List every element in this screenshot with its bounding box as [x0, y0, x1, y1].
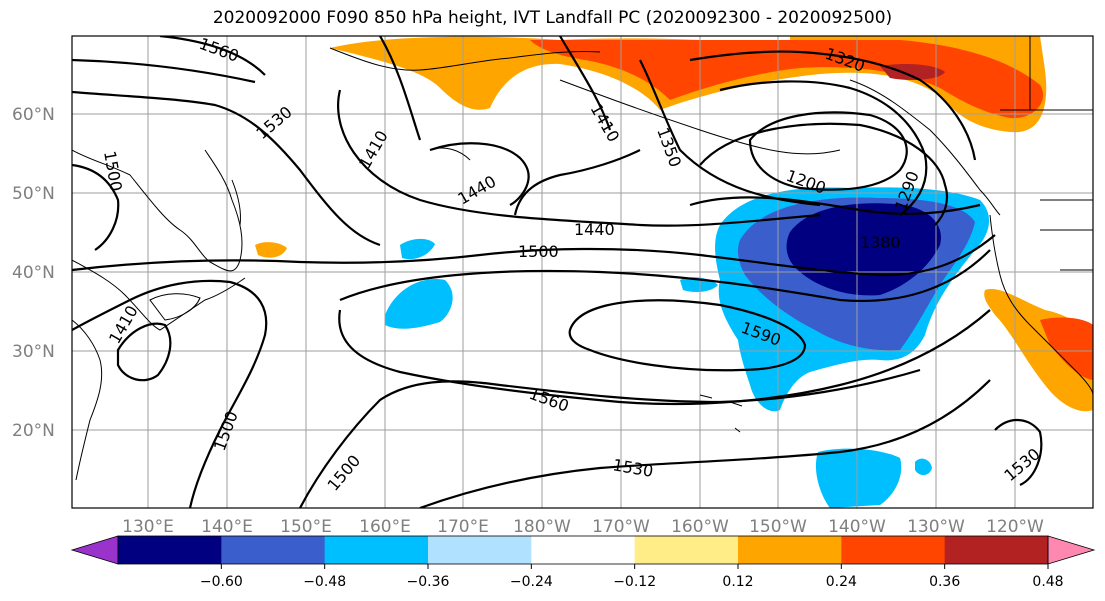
lon-tick-label: 130°W	[907, 517, 965, 537]
map-frame	[71, 35, 1094, 509]
coastlines	[72, 36, 1093, 481]
colorbar-tick-label: −0.36	[407, 574, 450, 590]
lon-tick-label: 160°W	[671, 517, 729, 537]
lon-tick-label: 140°E	[201, 517, 253, 537]
longitude-labels: 130°E 140°E 150°E 160°E 170°E 180°W 170°…	[122, 517, 1044, 537]
colorbar-swatch	[634, 536, 739, 564]
colorbar-tick-label: −0.12	[613, 574, 656, 590]
lon-tick-label: 170°W	[592, 517, 650, 537]
colorbar-tick-label: 0.12	[722, 574, 753, 590]
colorbar-swatch	[531, 536, 636, 564]
lon-tick-label: 150°W	[749, 517, 807, 537]
lon-tick-label: 150°E	[280, 517, 332, 537]
lon-tick-label: 130°E	[122, 517, 174, 537]
lon-tick-label: 180°W	[513, 517, 571, 537]
colorbar-tick-label: −0.48	[303, 574, 346, 590]
lat-tick-label: 60°N	[12, 105, 55, 125]
colorbar-tick-label: 0.24	[826, 574, 857, 590]
lon-tick-label: 120°W	[986, 517, 1044, 537]
map-title: 2020092000 F090 850 hPa height, IVT Land…	[212, 8, 893, 28]
colorbar-extend-low	[70, 535, 119, 565]
colorbar-swatch	[221, 536, 326, 564]
colorbar-swatch	[738, 536, 842, 564]
lat-tick-label: 30°N	[12, 342, 55, 362]
lon-tick-label: 170°E	[437, 517, 489, 537]
contour-label: 1500	[518, 242, 559, 261]
colorbar-tick-label: 0.36	[929, 574, 960, 590]
ivt-positive-fill	[255, 36, 1093, 412]
lon-tick-label: 140°W	[828, 517, 886, 537]
colorbar-swatch	[841, 536, 946, 564]
colorbar-tick-label: 0.48	[1032, 574, 1063, 590]
colorbar-swatch	[944, 536, 1049, 564]
colorbar-frame	[117, 535, 1049, 565]
latitude-labels: 60°N 50°N 40°N 30°N 20°N	[12, 105, 55, 441]
colorbar-tick-label: −0.24	[510, 574, 553, 590]
lon-tick-label: 160°E	[359, 517, 411, 537]
colorbar-swatch	[118, 536, 222, 564]
colorbar: −0.60 −0.48 −0.36 −0.24 −0.12 0.12 0.24 0.36 0.4…	[70, 535, 1096, 590]
contour-label: 1380	[860, 233, 901, 252]
lat-tick-label: 20°N	[12, 421, 55, 441]
colorbar-swatch	[324, 536, 429, 564]
colorbar-tick-label: −0.60	[200, 574, 243, 590]
lat-tick-label: 40°N	[12, 263, 55, 283]
colorbar-extend-high	[1047, 535, 1096, 565]
graticule	[72, 36, 1093, 508]
height-contours	[72, 36, 1043, 508]
contour-label: 1440	[574, 220, 615, 239]
colorbar-swatch	[428, 536, 532, 564]
lat-tick-label: 50°N	[12, 184, 55, 204]
